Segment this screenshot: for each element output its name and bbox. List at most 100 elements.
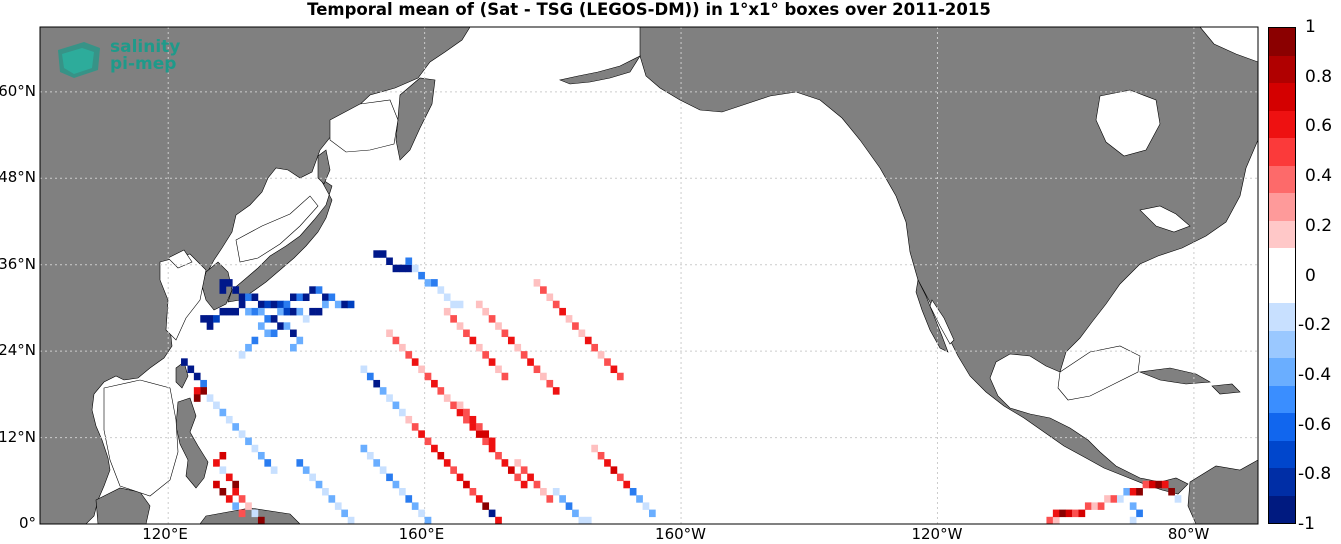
data-cell (540, 286, 547, 294)
data-cell (257, 300, 265, 309)
data-cell (431, 444, 438, 453)
data-cell (213, 315, 220, 323)
data-cell (450, 401, 457, 410)
data-cell (322, 487, 329, 496)
logo-mark-icon (58, 42, 100, 78)
data-cell (219, 307, 227, 316)
data-cell (309, 286, 316, 294)
data-cell (264, 459, 272, 467)
colorbar-segment (1269, 55, 1295, 83)
map-frame (39, 26, 1259, 525)
data-cell (238, 293, 246, 302)
data-cell (315, 480, 323, 489)
data-cell (386, 473, 393, 482)
data-cell (264, 329, 272, 338)
data-cell (450, 315, 457, 323)
data-cell (290, 343, 297, 352)
data-cell (386, 329, 393, 338)
colorbar-segment (1269, 358, 1295, 386)
data-cell (559, 495, 566, 503)
data-cell (187, 365, 195, 374)
data-cell (424, 516, 432, 525)
logo-line1: salinity (110, 37, 181, 57)
data-cell (296, 307, 304, 316)
data-cell (225, 495, 233, 503)
data-cell (418, 271, 425, 280)
data-cell (309, 307, 316, 316)
data-cell (591, 343, 599, 352)
data-cell (533, 480, 541, 489)
data-cell (1065, 509, 1073, 518)
data-cell (251, 293, 259, 302)
data-cell (405, 415, 413, 424)
land-sakhalin (317, 149, 331, 185)
colorbar-tick-label: 0.2 (1305, 215, 1333, 236)
data-cell (1104, 495, 1111, 503)
data-cell (501, 372, 509, 381)
data-cell (398, 343, 406, 352)
data-cell (257, 516, 265, 525)
data-cell (1116, 495, 1124, 503)
data-cell (469, 336, 477, 345)
latitude-label: 24°N (0, 341, 36, 360)
data-cell (533, 365, 541, 374)
water-gulf-of-mexico (1057, 345, 1141, 401)
data-cell (604, 459, 611, 467)
data-cell (405, 264, 413, 273)
data-cell (193, 387, 201, 395)
salinity-pi-mep-logo: salinity pi-mep (56, 36, 196, 84)
data-cell (1142, 480, 1150, 489)
data-cell (238, 351, 246, 359)
data-cell (360, 444, 368, 453)
colorbar-segment (1269, 248, 1295, 276)
data-cell (392, 336, 400, 345)
data-cell (1084, 502, 1092, 510)
data-cell (296, 293, 304, 302)
longitude-label: 120°W (911, 525, 963, 543)
data-cell (636, 495, 643, 503)
data-cell (475, 423, 483, 431)
water-bohai (167, 249, 193, 269)
data-cell (488, 444, 496, 453)
data-cell (482, 437, 490, 446)
data-cell (270, 315, 278, 323)
water-great-lakes (1139, 205, 1191, 233)
data-cell (366, 372, 374, 381)
data-cell (443, 394, 451, 402)
data-cell (507, 336, 515, 345)
data-cell (482, 307, 490, 316)
data-cell (193, 394, 201, 402)
data-cell (219, 286, 227, 294)
colorbar-segment (1269, 110, 1295, 138)
data-cell (213, 459, 220, 467)
latitude-label: 60°N (0, 81, 36, 100)
data-cell (642, 502, 650, 510)
longitude-label: 160°W (655, 525, 707, 543)
data-cell (475, 430, 483, 438)
colorbar-segment (1269, 468, 1295, 496)
data-cell (514, 473, 522, 482)
data-cell (443, 459, 451, 467)
data-cell (495, 451, 502, 460)
data-cell (290, 307, 297, 316)
colorbar-tick-label: -0.2 (1298, 315, 1332, 336)
data-cell (341, 509, 349, 518)
salinity-difference-cells (181, 250, 1182, 525)
logo-line2: pi-mep (110, 54, 177, 74)
data-cell (450, 300, 457, 309)
data-cell (315, 307, 323, 316)
data-cell (302, 293, 310, 302)
data-cell (463, 480, 470, 489)
data-cell (264, 315, 272, 323)
data-cell (366, 451, 374, 460)
data-cell (347, 300, 355, 309)
data-cell (1052, 509, 1060, 518)
data-cell (488, 358, 496, 366)
land-philippines (175, 397, 209, 489)
data-cell (411, 264, 419, 273)
data-cell (565, 502, 573, 510)
data-cell (572, 509, 579, 518)
data-cell (649, 509, 656, 518)
data-cell (283, 307, 291, 316)
